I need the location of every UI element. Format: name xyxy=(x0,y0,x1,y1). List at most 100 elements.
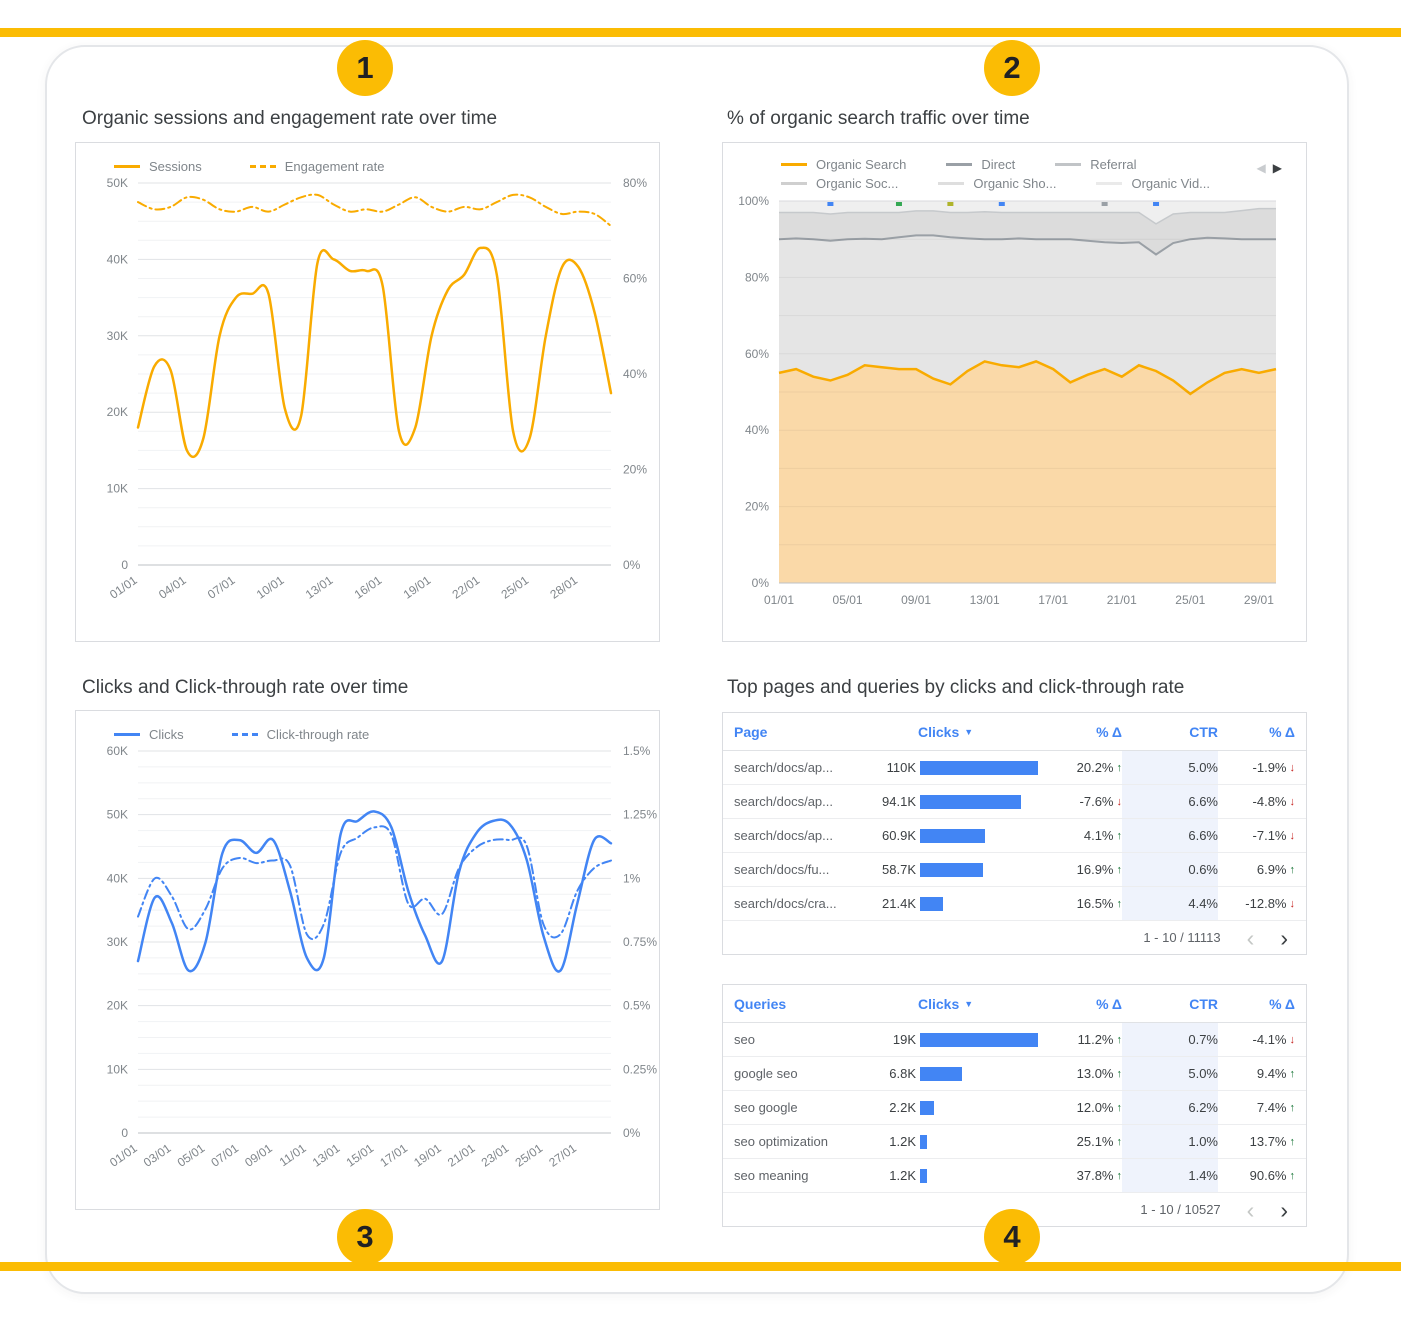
ctr-value: 0.7% xyxy=(1122,1023,1218,1056)
legend-item-engagement-rate: Engagement rate xyxy=(249,159,384,174)
table-row[interactable]: seo 19K 11.2% ↑ 0.7% -4.1% ↓ xyxy=(723,1023,1306,1057)
legend-swatch xyxy=(114,732,140,736)
legend-swatch xyxy=(249,164,276,168)
col-ctr[interactable]: CTR xyxy=(1189,723,1218,740)
svg-text:13/01: 13/01 xyxy=(970,593,1000,607)
table-row[interactable]: search/docs/fu... 58.7K 16.9% ↑ 0.6% 6.9% ↑ xyxy=(723,853,1306,887)
clicks-bar-track xyxy=(920,896,1038,911)
clicks-cell: 94.1K xyxy=(866,785,1038,818)
clicks-value: 60.9K xyxy=(882,828,916,843)
clicks-bar-track xyxy=(920,1032,1038,1047)
table-header-row: Page Clicks ▼ % Δ CTR % Δ xyxy=(723,713,1306,751)
svg-text:10K: 10K xyxy=(107,1062,128,1076)
down-arrow-icon: ↓ xyxy=(1289,1033,1296,1046)
table-row[interactable]: search/docs/ap... 94.1K -7.6% ↓ 6.6% -4.8% ↓ xyxy=(723,785,1306,819)
panel2-title: % of organic search traffic over time xyxy=(727,108,1030,129)
col-clicks-delta[interactable]: % Δ xyxy=(1096,723,1122,740)
legend-item-organic-soc: Organic Soc... xyxy=(781,176,898,191)
clicks-bar-track xyxy=(920,828,1038,843)
table-row[interactable]: seo google 2.2K 12.0% ↑ 6.2% 7.4% ↑ xyxy=(723,1091,1306,1125)
annotation-badge-4: 4 xyxy=(984,1209,1040,1265)
clicks-delta: 37.8% ↑ xyxy=(1076,1168,1122,1183)
chart3-plot-area[interactable]: 0 10K 20K 30K 40K 50K 60K 0% 0.25% 0.5% 0.75% 1% 1.2… xyxy=(76,741,659,1193)
svg-text:25/01: 25/01 xyxy=(499,573,532,602)
svg-text:40%: 40% xyxy=(623,367,647,381)
legend-prev-icon[interactable]: ◀ xyxy=(1256,161,1266,175)
svg-text:1%: 1% xyxy=(623,871,641,885)
pagination-info: 1 - 10 / 11113 xyxy=(1143,930,1221,945)
table-row[interactable]: seo optimization 1.2K 25.1% ↑ 1.0% 13.7% ↑ xyxy=(723,1125,1306,1159)
legend-next-icon[interactable]: ▶ xyxy=(1272,161,1282,175)
table-body: seo 19K 11.2% ↑ 0.7% -4.1% ↓ google seo 6.8K 13.0… xyxy=(723,1023,1306,1193)
col-clicks[interactable]: Clicks ▼ xyxy=(866,713,1038,750)
next-page-icon[interactable]: › xyxy=(1280,1196,1288,1223)
clicks-value: 1.2K xyxy=(889,1134,916,1149)
clicks-bar xyxy=(920,1134,928,1149)
clicks-delta: 16.9% ↑ xyxy=(1076,862,1122,877)
clicks-value: 21.4K xyxy=(882,896,916,911)
x-axis: 01/01 05/01 09/01 13/01 17/01 21/01 25/01 29/01 xyxy=(764,593,1274,607)
row-name: search/docs/ap... xyxy=(734,760,833,775)
table-row[interactable]: search/docs/ap... 110K 20.2% ↑ 5.0% -1.9% ↓ xyxy=(723,751,1306,785)
panel1-title: Organic sessions and engagement rate ove… xyxy=(82,108,498,129)
svg-text:01/01: 01/01 xyxy=(764,593,794,607)
col-page[interactable]: Page xyxy=(734,723,768,740)
clicks-delta: 20.2% ↑ xyxy=(1076,760,1122,775)
svg-text:0: 0 xyxy=(121,558,128,572)
clicks-chart-legend: Clicks Click-through rate xyxy=(76,711,659,742)
ctr-delta: 6.9% ↑ xyxy=(1256,862,1295,877)
prev-page-icon[interactable]: ‹ xyxy=(1246,924,1255,951)
svg-text:80%: 80% xyxy=(623,176,647,190)
col-ctr-delta[interactable]: % Δ xyxy=(1269,995,1295,1012)
svg-text:30K: 30K xyxy=(107,935,128,949)
traffic-share-chart: ◀ ▶ Organic Search Direct Referral Organic… xyxy=(722,142,1307,642)
svg-text:30K: 30K xyxy=(107,329,128,343)
svg-text:27/01: 27/01 xyxy=(546,1141,579,1170)
col-clicks[interactable]: Clicks ▼ xyxy=(866,985,1038,1022)
col-ctr-delta[interactable]: % Δ xyxy=(1269,723,1295,740)
clicks-bar-track xyxy=(920,1066,1038,1081)
svg-text:0.75%: 0.75% xyxy=(623,935,657,949)
legend-swatch xyxy=(938,182,965,185)
legend-swatch xyxy=(231,732,258,736)
clicks-bar-track xyxy=(920,862,1038,877)
sessions-chart-legend: Sessions Engagement rate xyxy=(76,143,659,174)
gridlines xyxy=(779,238,1276,584)
col-clicks-label: Clicks xyxy=(918,995,960,1012)
table-row[interactable]: search/docs/ap... 60.9K 4.1% ↑ 6.6% -7.1% ↓ xyxy=(723,819,1306,853)
table-row[interactable]: seo meaning 1.2K 37.8% ↑ 1.4% 90.6% ↑ xyxy=(723,1159,1306,1193)
legend-item-direct: Direct xyxy=(946,157,1015,172)
ctr-delta: 90.6% ↑ xyxy=(1249,1168,1295,1183)
up-arrow-icon: ↑ xyxy=(1116,1033,1123,1046)
next-page-icon[interactable]: › xyxy=(1280,924,1288,951)
chart1-plot-area[interactable]: 0 10K 20K 30K 40K 50K 0% 20% 40% 60% 80% 01/01 04/01… xyxy=(76,173,659,625)
ctr-value: 1.0% xyxy=(1122,1125,1218,1158)
clicks-bar-track xyxy=(920,1100,1038,1115)
clicks-bar-track xyxy=(920,760,1038,775)
chart2-plot-area[interactable]: 0% 20% 40% 60% 80% 100% 01/01 05/01 09/01 13/01 17… xyxy=(723,193,1306,641)
clicks-cell: 2.2K xyxy=(866,1091,1038,1124)
table-row[interactable]: search/docs/cra... 21.4K 16.5% ↑ 4.4% -12.8% ↓ xyxy=(723,887,1306,921)
col-clicks-delta[interactable]: % Δ xyxy=(1096,995,1122,1012)
series-engagement-rate xyxy=(137,193,612,227)
ctr-delta: 9.4% ↑ xyxy=(1256,1066,1295,1081)
svg-text:0.25%: 0.25% xyxy=(623,1062,657,1076)
col-ctr[interactable]: CTR xyxy=(1189,995,1218,1012)
legend-swatch xyxy=(1055,163,1082,166)
legend-item-organic-sho: Organic Sho... xyxy=(938,176,1056,191)
down-arrow-icon: ↓ xyxy=(1289,795,1296,808)
clicks-cell: 58.7K xyxy=(866,853,1038,886)
boundary-organic-search xyxy=(778,360,1277,396)
svg-text:28/01: 28/01 xyxy=(547,573,580,602)
clicks-delta: -7.6% ↓ xyxy=(1079,794,1122,809)
svg-text:60K: 60K xyxy=(107,744,128,758)
annotation-badge-3: 3 xyxy=(337,1209,393,1265)
prev-page-icon[interactable]: ‹ xyxy=(1246,1196,1255,1223)
col-queries[interactable]: Queries xyxy=(734,995,787,1012)
svg-text:04/01: 04/01 xyxy=(156,573,189,602)
svg-text:16/01: 16/01 xyxy=(352,573,385,602)
ctr-value: 0.6% xyxy=(1122,853,1218,886)
table-row[interactable]: google seo 6.8K 13.0% ↑ 5.0% 9.4% ↑ xyxy=(723,1057,1306,1091)
up-arrow-icon: ↑ xyxy=(1289,1135,1296,1148)
clicks-delta: 4.1% ↑ xyxy=(1083,828,1122,843)
